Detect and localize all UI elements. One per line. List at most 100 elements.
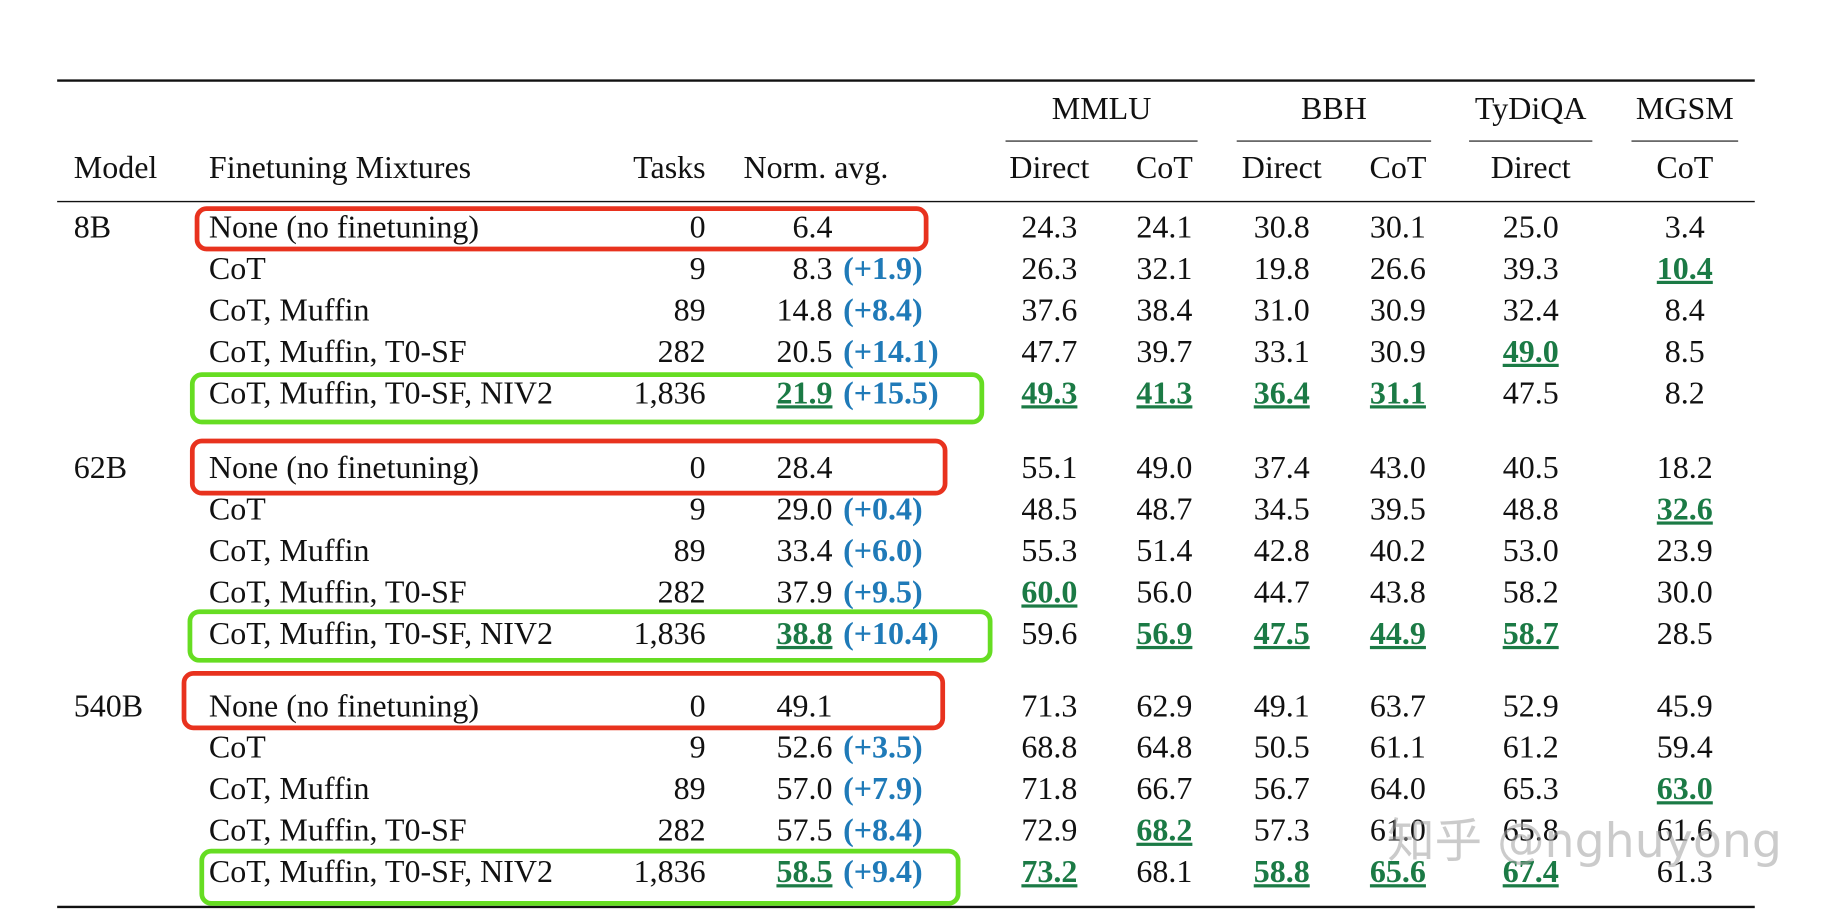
score: 61.2 xyxy=(1503,729,1559,765)
score: 8.4 xyxy=(1665,291,1705,327)
group-header: TyDiQA xyxy=(1475,90,1587,126)
norm-avg: 6.4 xyxy=(792,208,832,244)
score: 62.9 xyxy=(1136,687,1192,723)
norm-avg: 33.4 xyxy=(776,532,832,568)
score: 61.0 xyxy=(1370,812,1426,848)
highlight-box xyxy=(194,206,929,252)
highlight-box xyxy=(199,848,961,906)
score: 61.1 xyxy=(1370,729,1426,765)
score: 39.3 xyxy=(1503,250,1559,286)
group-header: BBH xyxy=(1301,90,1367,126)
mixture: CoT, Muffin xyxy=(209,532,370,568)
norm-avg: 8.3 xyxy=(792,250,832,286)
gain: (+8.4) xyxy=(843,291,923,327)
score: 49.0 xyxy=(1503,333,1559,369)
mixture: CoT xyxy=(209,729,266,765)
score: 56.0 xyxy=(1136,573,1192,609)
score: 24.1 xyxy=(1136,208,1192,244)
score: 28.5 xyxy=(1657,615,1713,651)
score: 48.5 xyxy=(1021,490,1077,526)
gain: (+1.9) xyxy=(843,250,923,286)
column-header: CoT xyxy=(1136,149,1193,185)
score: 59.4 xyxy=(1657,729,1713,765)
column-header: CoT xyxy=(1369,149,1426,185)
score: 52.9 xyxy=(1503,687,1559,723)
column-header: Direct xyxy=(1491,149,1571,185)
score: 38.4 xyxy=(1136,291,1192,327)
highlight-box xyxy=(181,670,946,731)
score: 63.0 xyxy=(1657,770,1713,806)
column-header: CoT xyxy=(1656,149,1713,185)
column-header: Direct xyxy=(1009,149,1089,185)
score: 57.3 xyxy=(1254,812,1310,848)
score: 37.6 xyxy=(1021,291,1077,327)
model-name: 540B xyxy=(74,687,143,723)
column-header: Tasks xyxy=(633,149,705,185)
tasks: 0 xyxy=(690,449,706,485)
score: 63.7 xyxy=(1370,687,1426,723)
mixture: CoT, Muffin, T0-SF, NIV2 xyxy=(209,853,553,889)
tasks: 1,836 xyxy=(634,853,706,889)
score: 44.7 xyxy=(1254,573,1310,609)
score: 71.8 xyxy=(1021,770,1077,806)
tasks: 1,836 xyxy=(634,374,706,410)
mixture: None (no finetuning) xyxy=(209,687,479,723)
score: 49.3 xyxy=(1021,374,1077,410)
score: 61.3 xyxy=(1657,853,1713,889)
tasks: 9 xyxy=(690,250,706,286)
score: 47.5 xyxy=(1254,615,1310,651)
score: 53.0 xyxy=(1503,532,1559,568)
score: 26.6 xyxy=(1370,250,1426,286)
tasks: 89 xyxy=(674,291,706,327)
score: 61.6 xyxy=(1657,812,1713,848)
score: 26.3 xyxy=(1021,250,1077,286)
score: 10.4 xyxy=(1657,250,1713,286)
norm-avg: 49.1 xyxy=(776,687,832,723)
score: 31.1 xyxy=(1370,374,1426,410)
mixture: CoT, Muffin, T0-SF xyxy=(209,573,467,609)
score: 65.3 xyxy=(1503,770,1559,806)
norm-avg: 57.5 xyxy=(776,812,832,848)
score: 34.5 xyxy=(1254,490,1310,526)
score: 65.6 xyxy=(1370,853,1426,889)
score: 24.3 xyxy=(1021,208,1077,244)
score: 43.8 xyxy=(1370,573,1426,609)
gain: (+10.4) xyxy=(843,615,939,651)
mixture: None (no finetuning) xyxy=(209,449,479,485)
tasks: 9 xyxy=(690,490,706,526)
score: 66.7 xyxy=(1136,770,1192,806)
score: 40.2 xyxy=(1370,532,1426,568)
score: 55.1 xyxy=(1021,449,1077,485)
score: 32.1 xyxy=(1136,250,1192,286)
score: 30.9 xyxy=(1370,291,1426,327)
score: 56.9 xyxy=(1136,615,1192,651)
model-name: 8B xyxy=(74,208,111,244)
column-header: Finetuning Mixtures xyxy=(209,149,471,185)
score: 60.0 xyxy=(1021,573,1077,609)
score: 39.7 xyxy=(1136,333,1192,369)
score: 41.3 xyxy=(1136,374,1192,410)
highlight-box xyxy=(187,609,993,663)
score: 19.8 xyxy=(1254,250,1310,286)
tasks: 282 xyxy=(658,573,706,609)
score: 30.9 xyxy=(1370,333,1426,369)
mixture: CoT, Muffin, T0-SF xyxy=(209,333,467,369)
score: 47.5 xyxy=(1503,374,1559,410)
norm-avg: 20.5 xyxy=(776,333,832,369)
score: 37.4 xyxy=(1254,449,1310,485)
column-header: Direct xyxy=(1242,149,1322,185)
norm-avg: 21.9 xyxy=(776,374,832,410)
score: 59.6 xyxy=(1021,615,1077,651)
score: 55.3 xyxy=(1021,532,1077,568)
score: 58.8 xyxy=(1254,853,1310,889)
score: 43.0 xyxy=(1370,449,1426,485)
score: 51.4 xyxy=(1136,532,1192,568)
tasks: 0 xyxy=(690,687,706,723)
group-header: MMLU xyxy=(1052,90,1152,126)
score: 56.7 xyxy=(1254,770,1310,806)
model-name: 62B xyxy=(74,449,127,485)
mixture: CoT, Muffin, T0-SF, NIV2 xyxy=(209,615,553,651)
tasks: 89 xyxy=(674,532,706,568)
score: 47.7 xyxy=(1021,333,1077,369)
gain: (+14.1) xyxy=(843,333,939,369)
